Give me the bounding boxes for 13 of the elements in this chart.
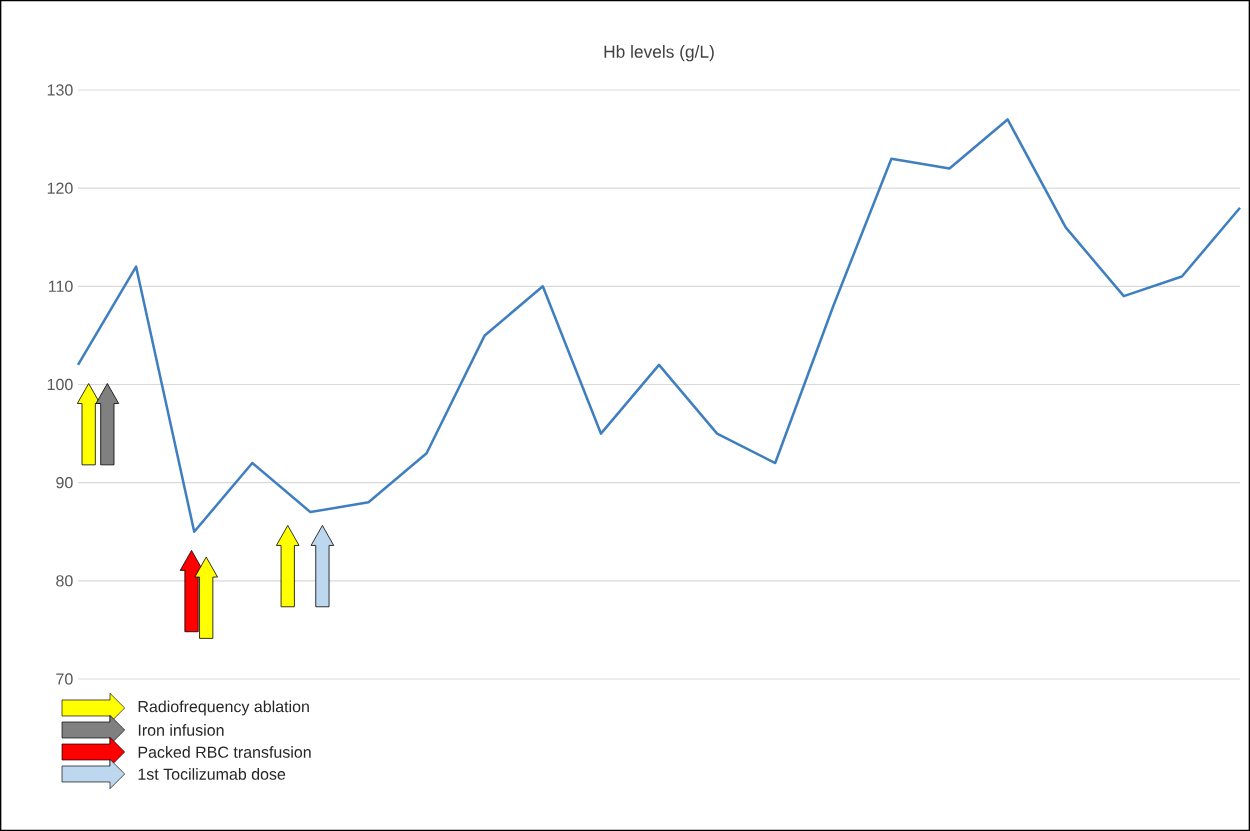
- text: Iron infusion: [138, 724, 224, 736]
- line-series: [76, 118, 1242, 534]
- y-tick-label: 130: [47, 84, 73, 96]
- y-tick-label: 120: [47, 182, 73, 194]
- y-tick-label: 100: [47, 378, 73, 391]
- y-tick-label: 90: [56, 477, 73, 489]
- text: Packed RBC transfusion: [138, 746, 311, 758]
- y-tick-label: 80: [56, 575, 73, 587]
- y-tick-label: 110: [49, 280, 73, 292]
- text: Radiofrequency ablation: [138, 700, 309, 716]
- y-tick-label: 70: [56, 673, 73, 685]
- chart-title: Hb levels (g/L): [604, 45, 714, 62]
- text: 1st Tocilizumab dose: [138, 768, 286, 780]
